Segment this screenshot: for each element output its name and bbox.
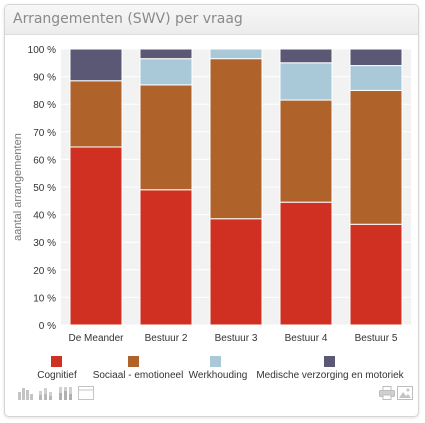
table-icon[interactable] <box>78 386 94 405</box>
bar-segment <box>349 89 403 225</box>
y-tick-label: 80 % <box>33 100 56 111</box>
legend-swatch <box>128 356 139 367</box>
bar-segment <box>69 48 123 82</box>
bar-segment <box>69 146 123 326</box>
legend-label: Medische verzorging en motoriek <box>256 370 404 381</box>
chart-toolbar <box>5 380 418 410</box>
legend-label: Werkhouding <box>189 370 248 381</box>
bar-segment <box>69 80 123 148</box>
image-export-icon[interactable] <box>397 386 413 405</box>
x-tick-label: Bestuur 2 <box>145 333 188 344</box>
x-tick-label: De Meander <box>68 333 124 344</box>
x-tick-label: Bestuur 3 <box>215 333 258 344</box>
bar-segment <box>279 99 333 203</box>
y-tick-label: 30 % <box>33 238 56 249</box>
legend-swatch <box>210 356 221 367</box>
bar-segment <box>209 218 263 326</box>
percent-stacked-bar-icon[interactable] <box>58 386 74 405</box>
chart-panel: Arrangementen (SWV) per vraag 0 % 10 % 20 … <box>4 4 419 417</box>
bar-segment <box>139 58 193 86</box>
bar-segment <box>139 189 193 326</box>
legend-swatch <box>51 356 62 367</box>
x-tick-label: Bestuur 4 <box>285 333 328 344</box>
panel-title: Arrangementen (SWV) per vraag <box>13 11 243 27</box>
bar-segment <box>349 48 403 67</box>
bar-segment <box>139 48 193 60</box>
bar-segment <box>349 65 403 91</box>
y-tick-label: 100 % <box>28 45 56 56</box>
y-tick-label: 0 % <box>39 321 56 332</box>
y-tick-label: 10 % <box>33 293 56 304</box>
y-tick-label: 20 % <box>33 266 56 277</box>
stacked-bar-chart: 0 % 10 % 20 % 30 % 40 % 50 % 60 % 70 % 80 % 90 % 1… <box>12 45 411 381</box>
bar-segment <box>349 223 403 326</box>
legend-label: Sociaal - emotioneel <box>93 370 184 381</box>
bar-segment <box>209 58 263 220</box>
y-tick-label: 50 % <box>33 183 56 194</box>
bar-segment <box>279 62 333 101</box>
y-tick-label: 60 % <box>33 155 56 166</box>
print-icon[interactable] <box>379 386 395 405</box>
stacked-bar-icon[interactable] <box>38 386 54 405</box>
bar-segment <box>209 48 263 60</box>
chart-area: 0 % 10 % 20 % 30 % 40 % 50 % 60 % 70 % 80 % 90 % 1… <box>5 35 418 385</box>
legend-label: Cognitief <box>37 370 77 381</box>
bar-segment <box>279 201 333 326</box>
bar-segment <box>279 48 333 64</box>
y-axis-title: aantal arrangementen <box>12 133 24 241</box>
legend-swatch <box>324 356 335 367</box>
y-tick-label: 70 % <box>33 128 56 139</box>
x-tick-label: Bestuur 5 <box>355 333 398 344</box>
y-tick-label: 40 % <box>33 211 56 222</box>
bar-segment <box>139 84 193 191</box>
y-tick-label: 90 % <box>33 73 56 84</box>
bar-chart-icon[interactable] <box>17 386 33 405</box>
panel-header: Arrangementen (SWV) per vraag <box>5 5 418 35</box>
